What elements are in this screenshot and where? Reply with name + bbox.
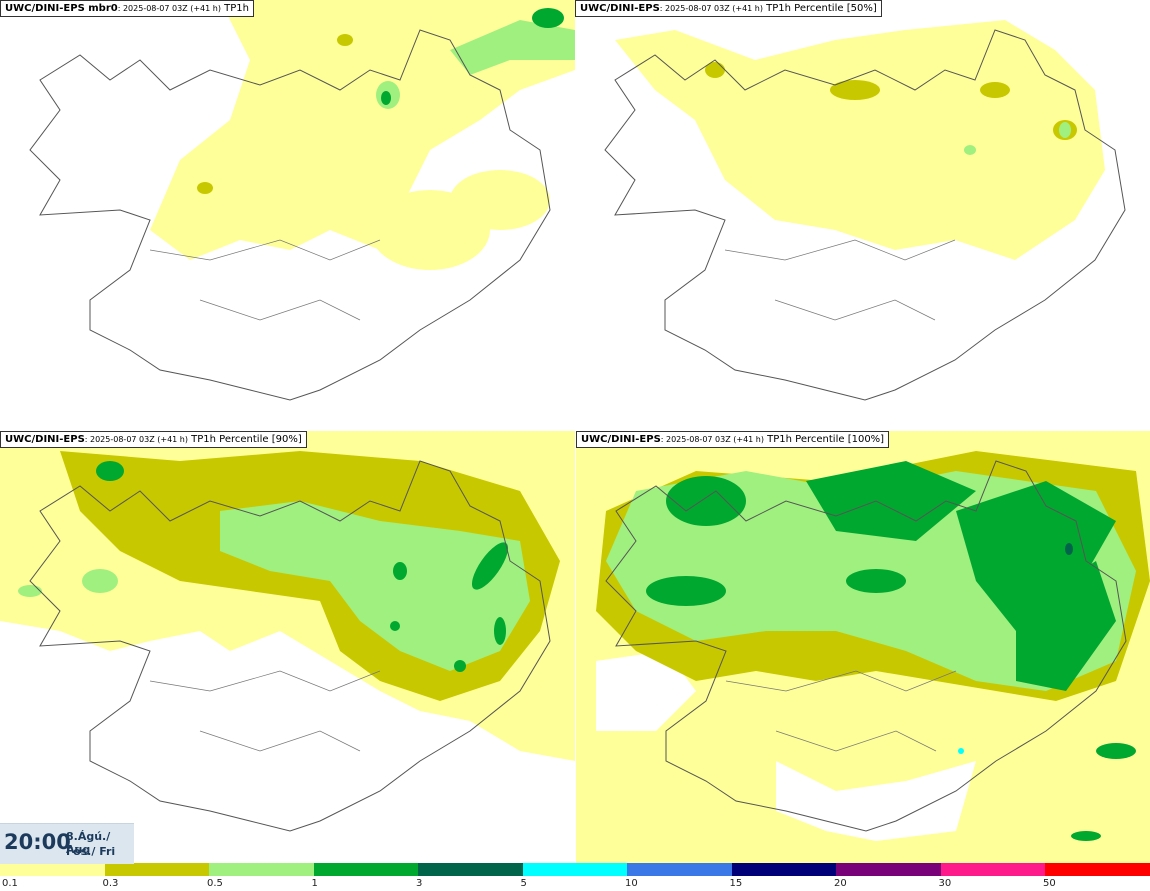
precip-map [29,0,575,401]
panel-title: UWC/DINI-EPS mbr0: 2025-08-07 03Z (+41 h… [0,0,254,17]
legend-swatch [836,863,941,876]
legend-label: 50 [1043,878,1056,889]
legend-swatch [418,863,523,876]
legend-label: 1 [311,878,318,889]
panel-title: UWC/DINI-EPS: 2025-08-07 03Z (+41 h) TP1… [575,0,882,17]
legend-swatch [0,863,105,876]
legend-swatch [731,863,836,876]
legend-label: 0.5 [207,878,223,889]
legend-label: 30 [938,878,952,889]
legend-label: 5 [520,878,527,889]
panel-title: UWC/DINI-EPS: 2025-08-07 03Z (+41 h) TP1… [0,431,307,448]
map-panel-p100: UWC/DINI-EPS: 2025-08-07 03Z (+41 h) TP1… [576,431,1150,863]
legend-label: 3 [416,878,423,889]
legend-swatch [522,863,627,876]
map-panel-p90: UWC/DINI-EPS: 2025-08-07 03Z (+41 h) TP1… [0,431,575,863]
precip-map [576,431,1150,863]
legend-label: 20 [834,878,847,889]
valid-date: 8.Ágú./ Aug [66,830,111,856]
panel-title: UWC/DINI-EPS: 2025-08-07 03Z (+41 h) TP1… [576,431,890,448]
map-panel-mbr0: UWC/DINI-EPS mbr0: 2025-08-07 03Z (+41 h… [0,0,575,430]
legend-label: 10 [625,878,638,889]
precip-map [0,431,575,863]
legend-swatch [627,863,732,876]
legend-swatch [209,863,314,876]
legend-swatch [313,863,418,876]
valid-time-box: 20:00 8.Ágú./ Aug Fös./ Fri [0,823,134,864]
legend-label: 0.1 [2,878,18,889]
color-legend: 0.1 0.3 0.5 1 3 5 10 15 20 30 50 [0,863,1150,891]
valid-hour: 20:00 [4,830,71,854]
legend-swatch [940,863,1045,876]
legend-label: 15 [729,878,743,889]
legend-label: 0.3 [102,878,119,889]
legend-swatch [1045,863,1150,876]
map-panel-p50: UWC/DINI-EPS: 2025-08-07 03Z (+41 h) TP1… [575,0,1150,430]
precip-map [604,20,1126,401]
legend-swatch [104,863,209,876]
valid-weekday: Fös./ Fri [66,845,116,858]
